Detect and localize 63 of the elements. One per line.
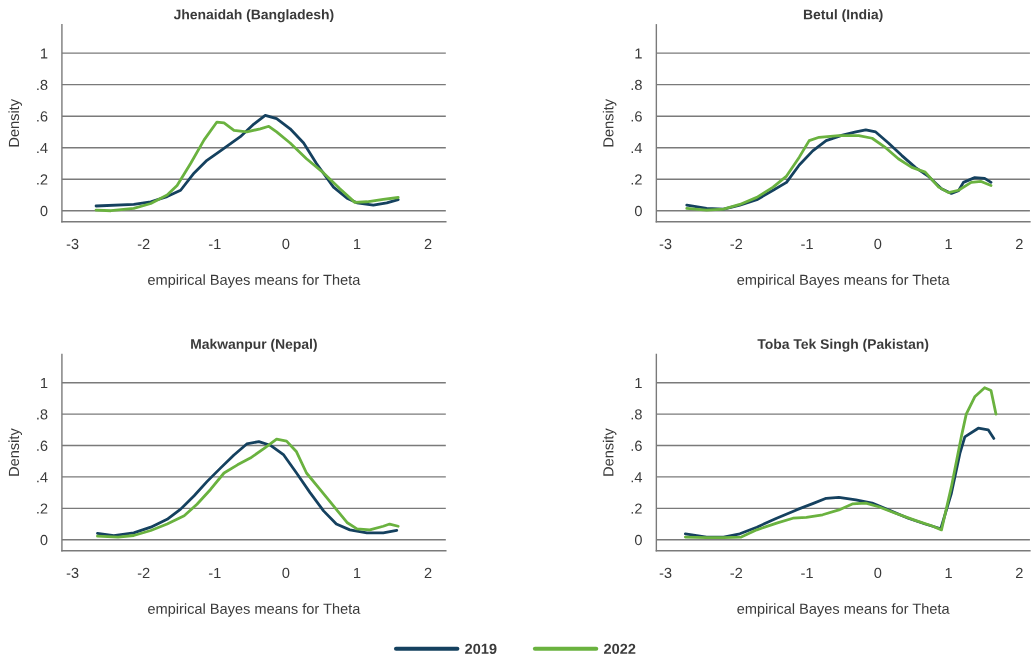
x-tick-label: -3 [659, 238, 672, 250]
x-axis-title: empirical Bayes means for Theta [737, 603, 950, 617]
x-axis-title: empirical Bayes means for Theta [737, 274, 950, 288]
legend-label: 2019 [465, 643, 497, 654]
y-tick-label: .6 [631, 111, 642, 122]
x-tick-label: -3 [659, 567, 672, 579]
x-tick-label: -2 [730, 567, 743, 578]
legend-label: 2022 [604, 643, 636, 654]
y-tick-label: .8 [37, 79, 48, 91]
x-tick-label: 0 [874, 238, 882, 250]
y-tick-label: 1 [41, 377, 48, 388]
y-axis-title: Density [602, 98, 617, 147]
y-tick-label: 0 [634, 534, 642, 546]
y-tick-label: .2 [631, 174, 642, 185]
y-tick-label: .2 [37, 174, 48, 185]
y-tick-label: 0 [634, 205, 642, 217]
x-axis-title: empirical Bayes means for Theta [148, 274, 361, 288]
y-tick-label: .8 [631, 79, 642, 91]
x-tick-label: 0 [282, 238, 290, 250]
chart-title: Jhenaidah (Bangladesh) [173, 9, 334, 23]
x-tick-label: 0 [282, 567, 290, 579]
x-tick-label: 1 [354, 567, 361, 578]
y-tick-label: .6 [37, 440, 48, 451]
x-tick-label: -2 [730, 238, 743, 250]
x-tick-label: 1 [354, 238, 361, 250]
y-tick-label: .8 [631, 409, 642, 420]
x-tick-label: -1 [801, 567, 813, 578]
y-tick-label: .8 [37, 409, 48, 420]
chart-title: Makwanpur (Nepal) [191, 338, 317, 352]
y-tick-label: .6 [37, 111, 48, 122]
x-tick-label: 2 [1016, 567, 1023, 578]
x-tick-label: -1 [801, 238, 813, 250]
x-axis-title: empirical Bayes means for Theta [148, 603, 361, 617]
line-series [683, 386, 998, 540]
x-tick-label: -3 [66, 567, 79, 579]
x-tick-label: 0 [874, 567, 882, 579]
x-tick-label: 2 [424, 567, 432, 578]
x-tick-label: -2 [137, 238, 150, 250]
y-tick-label: .4 [37, 142, 48, 153]
y-tick-label: 0 [40, 534, 48, 546]
y-tick-label: .4 [631, 142, 643, 153]
chart-title: Betul (India) [803, 9, 883, 23]
x-tick-label: -2 [137, 567, 150, 578]
y-tick-label: 1 [635, 377, 642, 388]
y-tick-label: .6 [631, 440, 642, 451]
x-tick-label: -3 [66, 238, 79, 250]
x-tick-label: 2 [424, 238, 432, 250]
x-tick-label: 1 [945, 238, 952, 250]
y-tick-label: 0 [40, 205, 48, 217]
y-tick-label: 1 [635, 48, 642, 59]
chart-title: Toba Tek Singh (Pakistan) [757, 338, 929, 352]
x-tick-label: 1 [945, 567, 952, 578]
x-tick-label: 2 [1016, 238, 1023, 250]
y-tick-label: .4 [631, 472, 643, 483]
y-tick-label: 1 [41, 48, 48, 59]
y-tick-label: .2 [631, 503, 642, 514]
x-tick-label: -1 [208, 238, 221, 250]
x-tick-label: -1 [208, 567, 221, 578]
y-tick-label: .4 [37, 472, 48, 483]
y-tick-label: .2 [37, 503, 48, 514]
y-axis-title: Density [8, 98, 22, 147]
y-axis-title: Density [8, 428, 22, 476]
y-axis-title: Density [602, 428, 617, 476]
